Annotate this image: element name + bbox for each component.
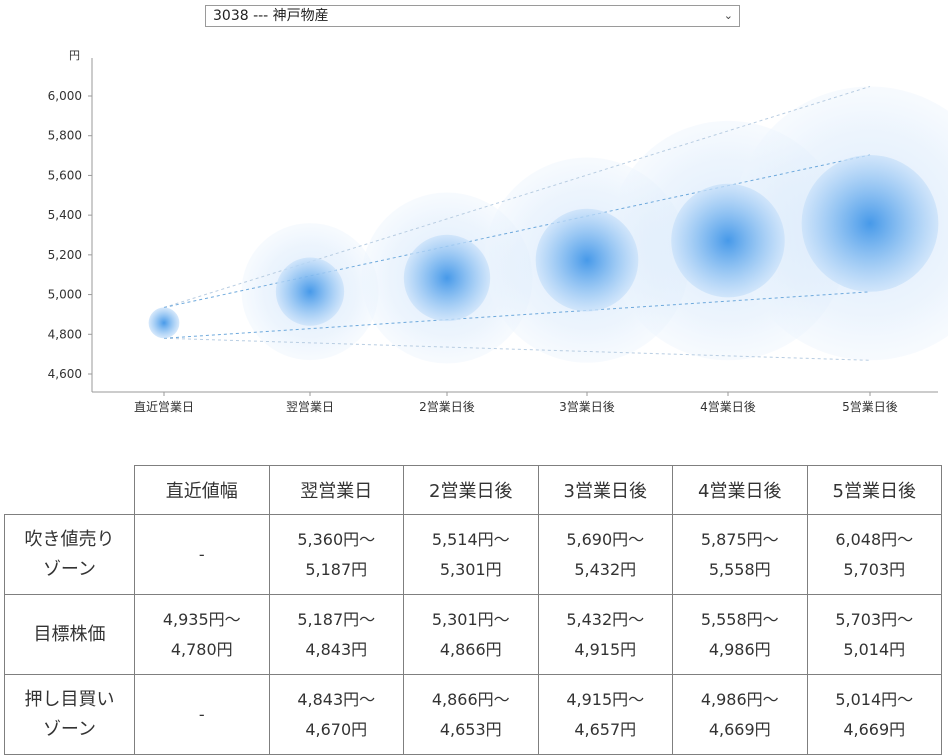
target-bubble bbox=[403, 234, 491, 322]
forecast-bubble-chart: 円 4,600 4,800 5,000 5,200 5,400 5,600 5,800 6,00… bbox=[48, 49, 948, 414]
table-cell-line: 5,875円～ bbox=[700, 529, 779, 549]
table-cell-line: 5,014円～ bbox=[835, 689, 914, 709]
table-cell: 5,875円～ 5,558円 bbox=[672, 514, 808, 595]
table-cell: - bbox=[134, 514, 270, 595]
table-cell-line: 5,558円 bbox=[708, 559, 771, 579]
table-cell: 4,986円～ 4,669円 bbox=[672, 674, 808, 755]
row-label: 押し目買い ゾーン bbox=[4, 674, 135, 755]
target-low-line bbox=[163, 291, 871, 339]
y-tick-label: 6,000 bbox=[48, 89, 82, 103]
table-cell-line: 5,187円 bbox=[305, 559, 368, 579]
x-tick-label: 3営業日後 bbox=[559, 400, 615, 414]
table-header-cell: 直近値幅 bbox=[134, 465, 270, 515]
y-tick-label: 5,200 bbox=[48, 248, 82, 262]
table-cell: 5,514円～ 5,301円 bbox=[403, 514, 539, 595]
table-cell-line: 4,670円 bbox=[305, 719, 368, 739]
table-cell-line: 4,843円 bbox=[305, 639, 368, 659]
y-tick-label: 5,800 bbox=[48, 129, 82, 143]
row-label-line: ゾーン bbox=[42, 718, 97, 740]
table-cell: 5,301円～ 4,866円 bbox=[403, 594, 539, 675]
table-cell-line: 4,935円～ bbox=[162, 609, 241, 629]
table-cell-line: - bbox=[198, 704, 205, 724]
table-cell: 4,935円～ 4,780円 bbox=[134, 594, 270, 675]
table-cell-line: 4,653円 bbox=[439, 719, 502, 739]
table-cell-line: - bbox=[198, 544, 205, 564]
table-cell-line: 4,986円 bbox=[708, 639, 771, 659]
row-label: 吹き値売り ゾーン bbox=[4, 514, 135, 595]
target-bubble bbox=[535, 208, 639, 312]
table-cell-line: 6,048円～ bbox=[835, 529, 914, 549]
table-cell-line: 5,432円～ bbox=[566, 609, 645, 629]
table-cell: - bbox=[134, 674, 270, 755]
forecast-table: 直近値幅 翌営業日 2営業日後 3営業日後 4営業日後 5営業日後 吹き値売りゾ… bbox=[4, 465, 942, 755]
table-cell: 5,690円～ 5,432円 bbox=[537, 514, 673, 595]
table-cell: 5,187円～ 4,843円 bbox=[268, 594, 404, 675]
table-cell: 5,014円～ 4,669円 bbox=[806, 674, 942, 755]
table-cell-line: 4,915円～ bbox=[566, 689, 645, 709]
row-label-line: 目標株価 bbox=[33, 623, 106, 645]
table-cell: 5,703円～ 5,014円 bbox=[806, 594, 942, 675]
x-tick-label: 5営業日後 bbox=[842, 400, 898, 414]
table-cell-line: 5,514円～ bbox=[431, 529, 510, 549]
zone-low-line bbox=[163, 337, 871, 361]
table-header-cell: 4営業日後 bbox=[672, 465, 808, 515]
stock-selector[interactable]: 3038 --- 神戸物産 ⌄ bbox=[205, 5, 740, 27]
row-label-line: 吹き値売り bbox=[24, 528, 115, 550]
table-cell-line: 5,301円 bbox=[439, 559, 502, 579]
table-cell-line: 4,669円 bbox=[708, 719, 771, 739]
target-bubble bbox=[801, 154, 939, 292]
table-cell-line: 5,301円～ bbox=[431, 609, 510, 629]
table-cell-line: 4,669円 bbox=[843, 719, 906, 739]
table-cell-line: 5,014円 bbox=[843, 639, 906, 659]
table-cell-line: 5,432円 bbox=[574, 559, 637, 579]
table-cell-line: 5,187円～ bbox=[297, 609, 376, 629]
table-row: 吹き値売りゾーン - 5,360円～ 5,187円 5,514円～ 5,301円 5,690… bbox=[4, 514, 942, 595]
target-bubble bbox=[275, 257, 345, 326]
row-label: 目標株価 bbox=[4, 594, 135, 675]
table-cell-line: 4,780円 bbox=[170, 639, 233, 659]
x-tick-label: 2営業日後 bbox=[419, 400, 475, 414]
stock-selector-value: 3038 --- 神戸物産 bbox=[213, 8, 329, 24]
row-label-line: 押し目買い bbox=[24, 688, 115, 710]
y-tick-label: 5,600 bbox=[48, 168, 82, 182]
x-tick-label: 翌営業日 bbox=[286, 400, 334, 414]
table-corner bbox=[4, 465, 135, 515]
y-tick-label: 5,400 bbox=[48, 208, 82, 222]
table-cell-line: 5,360円～ bbox=[297, 529, 376, 549]
target-bubble bbox=[671, 183, 785, 298]
table-cell-line: 4,986円～ bbox=[700, 689, 779, 709]
y-tick-label: 4,600 bbox=[48, 367, 82, 381]
table-header-cell: 3営業日後 bbox=[537, 465, 673, 515]
table-cell-line: 4,866円 bbox=[439, 639, 502, 659]
table-cell-line: 5,703円 bbox=[843, 559, 906, 579]
table-cell: 4,915円～ 4,657円 bbox=[537, 674, 673, 755]
y-tick-label: 5,000 bbox=[48, 288, 82, 302]
x-tick-label: 4営業日後 bbox=[700, 400, 756, 414]
table-header-cell: 2営業日後 bbox=[403, 465, 539, 515]
table-header-row: 直近値幅 翌営業日 2営業日後 3営業日後 4営業日後 5営業日後 bbox=[4, 465, 942, 515]
chevron-down-icon: ⌄ bbox=[723, 9, 733, 22]
table-cell-line: 4,843円～ bbox=[297, 689, 376, 709]
target-bubble bbox=[148, 307, 180, 339]
table-cell: 4,866円～ 4,653円 bbox=[403, 674, 539, 755]
table-cell-line: 4,866円～ bbox=[431, 689, 510, 709]
table-cell: 5,360円～ 5,187円 bbox=[268, 514, 404, 595]
table-cell-line: 5,703円～ bbox=[835, 609, 914, 629]
table-row: 押し目買いゾーン - 4,843円～ 4,670円 4,866円～ 4,653円 4,915… bbox=[4, 674, 942, 755]
table-cell: 4,843円～ 4,670円 bbox=[268, 674, 404, 755]
x-tick-label: 直近営業日 bbox=[134, 400, 194, 414]
y-axis-unit: 円 bbox=[69, 49, 80, 62]
table-cell: 5,432円～ 4,915円 bbox=[537, 594, 673, 675]
y-tick-label: 4,800 bbox=[48, 327, 82, 341]
table-header-cell: 5営業日後 bbox=[806, 465, 942, 515]
table-cell-line: 4,657円 bbox=[574, 719, 637, 739]
table-cell: 5,558円～ 4,986円 bbox=[672, 594, 808, 675]
table-cell-line: 5,558円～ bbox=[700, 609, 779, 629]
table-cell-line: 4,915円 bbox=[574, 639, 637, 659]
row-label-line: ゾーン bbox=[42, 558, 97, 580]
table-cell: 6,048円～ 5,703円 bbox=[806, 514, 942, 595]
table-header-cell: 翌営業日 bbox=[268, 465, 404, 515]
table-row: 目標株価 4,935円～ 4,780円 5,187円～ 4,843円 5,301円～ 4,8… bbox=[4, 594, 942, 675]
table-cell-line: 5,690円～ bbox=[566, 529, 645, 549]
